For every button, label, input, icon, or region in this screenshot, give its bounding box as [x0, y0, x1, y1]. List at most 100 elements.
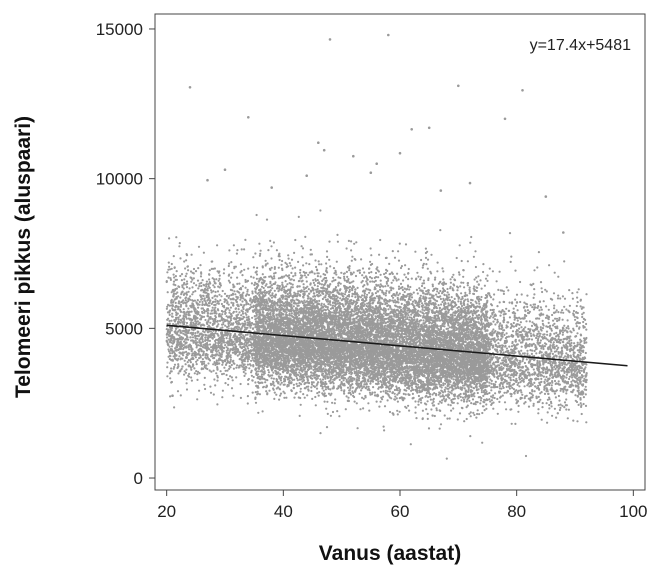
scatter-point: [412, 291, 415, 294]
scatter-point: [292, 309, 295, 312]
scatter-point: [557, 311, 560, 314]
scatter-point: [499, 289, 502, 292]
scatter-point: [446, 327, 450, 330]
scatter-point: [503, 391, 506, 394]
scatter-point: [391, 250, 394, 253]
scatter-point: [452, 378, 455, 381]
scatter-point: [236, 328, 240, 331]
scatter-point: [221, 313, 224, 316]
scatter-point: [410, 277, 413, 280]
scatter-point: [514, 269, 517, 272]
scatter-point: [326, 271, 329, 274]
scatter-point: [344, 408, 347, 411]
scatter-point: [557, 394, 561, 398]
scatter-point: [472, 411, 475, 414]
scatter-point: [208, 269, 211, 272]
scatter-point: [248, 363, 252, 366]
scatter-point: [241, 300, 244, 303]
scatter-point: [269, 239, 272, 242]
scatter-point: [363, 292, 366, 295]
scatter-point: [576, 296, 579, 299]
scatter-point: [525, 394, 528, 397]
scatter-point: [217, 279, 220, 282]
scatter-point: [572, 419, 575, 422]
scatter-point: [409, 369, 412, 372]
scatter-point: [278, 255, 281, 258]
scatter-point: [539, 392, 542, 395]
scatter-point: [205, 285, 208, 288]
scatter-point: [546, 333, 549, 336]
scatter-point: [235, 310, 238, 313]
scatter-point: [300, 383, 303, 386]
scatter-point: [375, 400, 378, 403]
scatter-point: [450, 296, 453, 299]
scatter-point: [296, 379, 299, 382]
scatter-point: [201, 310, 204, 313]
scatter-point: [247, 267, 250, 270]
scatter-point: [575, 325, 578, 328]
scatter-point: [490, 379, 493, 382]
scatter-point: [223, 268, 226, 271]
scatter-point: [460, 259, 463, 263]
scatter-point: [371, 280, 374, 283]
scatter-point: [490, 389, 493, 392]
scatter-point: [229, 354, 232, 357]
scatter-point: [500, 337, 503, 340]
scatter-point: [297, 215, 300, 218]
scatter-point: [269, 313, 272, 316]
scatter-point: [456, 418, 459, 421]
scatter-point: [444, 382, 447, 385]
scatter-point: [554, 317, 557, 320]
scatter-point: [557, 275, 560, 278]
scatter-point: [506, 321, 509, 324]
scatter-point: [236, 364, 239, 367]
scatter-point: [181, 365, 184, 368]
scatter-point: [326, 412, 329, 415]
scatter-point: [189, 295, 192, 298]
scatter-point: [250, 374, 253, 377]
scatter-point: [192, 282, 196, 285]
scatter-point: [499, 349, 502, 352]
scatter-point: [320, 263, 323, 266]
scatter-point: [463, 387, 466, 390]
scatter-point: [346, 275, 349, 278]
scatter-point: [374, 292, 377, 295]
scatter-point: [531, 321, 534, 324]
scatter-point: [228, 294, 231, 297]
scatter-point: [242, 370, 245, 374]
scatter-point: [469, 411, 472, 414]
scatter-point: [472, 292, 476, 296]
scatter-point: [502, 290, 505, 293]
scatter-point: [216, 379, 219, 382]
scatter-point: [539, 398, 542, 401]
scatter-point: [361, 267, 365, 270]
scatter-point: [508, 345, 511, 348]
scatter-point: [197, 245, 201, 248]
scatter-point: [363, 271, 366, 274]
scatter-point: [550, 329, 553, 332]
scatter-point: [398, 292, 401, 295]
scatter-point: [180, 279, 183, 282]
scatter-point: [230, 301, 233, 304]
scatter-point: [584, 318, 587, 321]
scatter-point: [396, 409, 399, 412]
scatter-point: [325, 267, 328, 270]
scatter-point: [538, 309, 541, 312]
scatter-point: [562, 344, 565, 347]
scatter-point: [495, 280, 498, 283]
scatter-point: [218, 277, 221, 280]
scatter-point: [519, 300, 522, 304]
scatter-point: [453, 297, 456, 300]
scatter-point: [215, 359, 218, 362]
scatter-point: [207, 319, 210, 322]
scatter-point: [426, 400, 429, 403]
scatter-point: [227, 383, 230, 386]
scatter-point: [221, 396, 224, 399]
scatter-point: [443, 293, 446, 296]
scatter-point: [468, 292, 471, 295]
scatter-point: [323, 296, 326, 299]
scatter-point: [541, 402, 544, 405]
scatter-point: [458, 412, 462, 415]
scatter-point: [409, 443, 412, 446]
